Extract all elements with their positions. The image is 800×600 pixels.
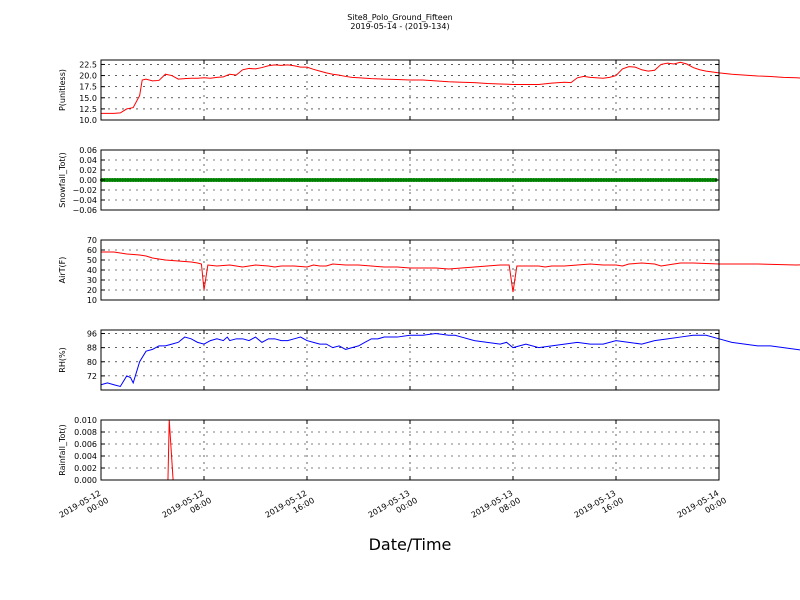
- y-axis-label: P(unitless): [58, 69, 67, 111]
- y-tick-label: 20.0: [79, 72, 97, 81]
- y-tick-label: 0.02: [79, 166, 97, 175]
- y-tick-label: 15.0: [79, 94, 97, 103]
- y-tick-label: 0.00: [79, 176, 97, 185]
- y-tick-label: 0.000: [74, 476, 97, 485]
- y-tick-label: 40: [87, 266, 97, 275]
- y-tick-label: 0.06: [79, 146, 97, 155]
- y-tick-label: 0.006: [74, 440, 97, 449]
- series-line: [100, 333, 800, 388]
- y-tick-label: 72: [87, 372, 97, 381]
- x-tick-label: 2019-05-1308:00: [470, 487, 522, 528]
- series-line: [101, 251, 800, 293]
- chart-subtitle: 2019-05-14 - (2019-134): [350, 22, 449, 31]
- y-tick-label: 0.008: [74, 428, 97, 437]
- y-axis-label: Snowfall_Tot(): [58, 152, 67, 208]
- y-axis-label: AirT(F): [58, 257, 67, 284]
- series-line: [101, 61, 800, 114]
- y-tick-label: 12.5: [79, 105, 97, 114]
- y-axis-label: Rainfall_Tot(): [58, 424, 67, 476]
- panel: −0.06−0.04−0.020.000.020.040.06 Snowfall_…: [58, 146, 720, 215]
- y-tick-label: 0.002: [74, 464, 97, 473]
- y-tick-label: 70: [87, 236, 97, 245]
- y-tick-label: 10.0: [79, 116, 97, 125]
- y-tick-label: −0.04: [72, 196, 97, 205]
- panels-group: 10.0 12.5 15.0 17.5 20.0 22.5 P(unitless) −0.06…: [58, 59, 800, 528]
- y-tick-label: −0.06: [72, 206, 97, 215]
- x-tick-label: 2019-05-1208:00: [161, 487, 213, 528]
- x-tick-label: 2019-05-1400:00: [676, 487, 728, 528]
- y-tick-label: −0.02: [72, 186, 97, 195]
- x-tick-label: 2019-05-1200:00: [58, 487, 110, 528]
- y-tick-label: 10: [87, 296, 97, 305]
- panel: 10.0 12.5 15.0 17.5 20.0 22.5 P(unitless): [58, 59, 800, 125]
- x-tick-label: 2019-05-1216:00: [264, 487, 316, 528]
- panel: 72 80 88 96 RH(%): [58, 329, 800, 391]
- panel: 0.000 0.002 0.004 0.006 0.008 0.010 Rainfall_T…: [58, 416, 720, 485]
- y-tick-label: 0.004: [74, 452, 97, 461]
- y-axis-label: RH(%): [58, 347, 67, 372]
- x-tick-label: 2019-05-1300:00: [367, 487, 419, 528]
- y-tick-label: 0.010: [74, 416, 97, 425]
- y-tick-label: 96: [87, 330, 97, 339]
- y-tick-label: 0.04: [79, 156, 97, 165]
- y-tick-label: 80: [87, 358, 97, 367]
- y-tick-label: 22.5: [79, 60, 97, 69]
- y-tick-label: 60: [87, 246, 97, 255]
- y-tick-label: 88: [87, 344, 97, 353]
- x-tick-label: 2019-05-1316:00: [573, 487, 625, 528]
- x-axis-label: Date/Time: [369, 535, 452, 554]
- chart-title: Site8_Polo_Ground_Fifteen: [347, 13, 452, 22]
- y-tick-label: 30: [87, 276, 97, 285]
- y-tick-label: 20: [87, 286, 97, 295]
- y-tick-label: 50: [87, 256, 97, 265]
- y-tick-label: 17.5: [79, 83, 97, 92]
